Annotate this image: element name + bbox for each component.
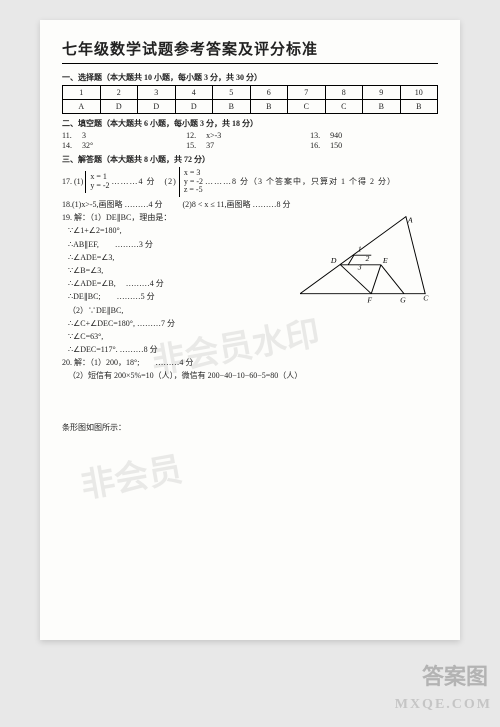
q17: 17. (1) x = 1 y = -2 ………4 分 (2) x = 3 y … bbox=[62, 167, 438, 197]
section1-heading: 一、选择题（本大题共 10 小题，每小题 3 分，共 30 分） bbox=[62, 72, 438, 83]
table-row: A D D D B B C C B B bbox=[63, 100, 438, 114]
svg-text:3: 3 bbox=[357, 263, 362, 272]
brace-icon bbox=[85, 171, 86, 193]
brand-watermark: 答案图 bbox=[422, 659, 488, 691]
svg-text:G: G bbox=[400, 295, 406, 304]
triangle-diagram: A B C D E F G 1 2 3 bbox=[300, 215, 430, 305]
table-row: 1 2 3 4 5 6 7 8 9 10 bbox=[63, 86, 438, 100]
fill-blank-row: 11.3 12.x>-3 13.940 bbox=[62, 131, 438, 140]
svg-text:A: A bbox=[407, 215, 413, 224]
fill-blank-row: 14.32° 15.37 16.150 bbox=[62, 141, 438, 150]
svg-text:F: F bbox=[366, 295, 372, 304]
title-rule bbox=[62, 63, 438, 64]
q20-note: 条形图如图所示： bbox=[62, 422, 438, 433]
exam-answer-page: 七年级数学试题参考答案及评分标准 一、选择题（本大题共 10 小题，每小题 3 … bbox=[40, 20, 460, 640]
q20: 20. 解：（1）200，18°; ………4 分 bbox=[62, 357, 438, 368]
q20-2: （2）短信有 200×5%=10（人），微信有 200−40−10−60−5=8… bbox=[62, 370, 438, 381]
multiple-choice-table: 1 2 3 4 5 6 7 8 9 10 A D D D B B C C B B bbox=[62, 85, 438, 114]
svg-text:2: 2 bbox=[365, 254, 369, 263]
page-title: 七年级数学试题参考答案及评分标准 bbox=[62, 38, 438, 59]
svg-text:E: E bbox=[382, 256, 388, 265]
section2-heading: 二、填空题（本大题共 6 小题，每小题 3 分，共 18 分） bbox=[62, 118, 438, 129]
section3-heading: 三、解答题（本大题共 8 小题，共 72 分） bbox=[62, 154, 438, 165]
svg-text:C: C bbox=[423, 293, 429, 302]
svg-text:1: 1 bbox=[358, 244, 362, 253]
site-watermark: MXQE.COM bbox=[395, 697, 492, 713]
watermark: 非会员 bbox=[77, 442, 186, 508]
brace-icon bbox=[179, 167, 180, 197]
svg-text:D: D bbox=[330, 256, 337, 265]
q18: 18.(1)x>-5,画图略 ………4 分 (2)8 < x ≤ 11,画图略 … bbox=[62, 199, 438, 210]
